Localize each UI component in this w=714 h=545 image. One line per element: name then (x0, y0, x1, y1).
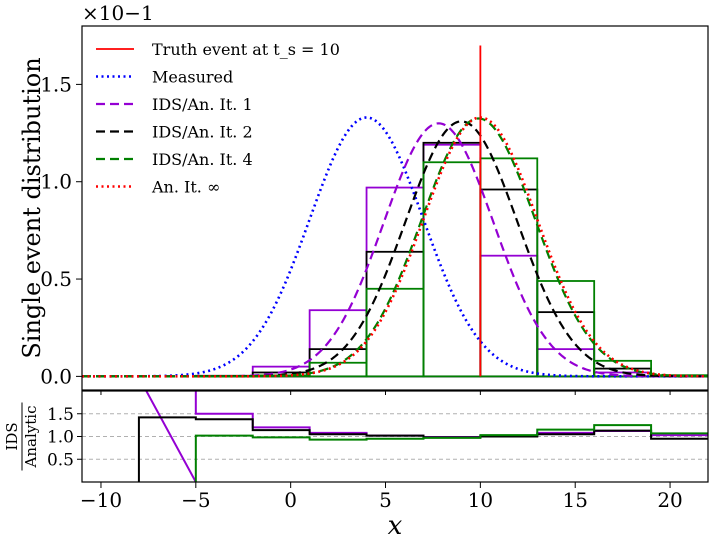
ratio-xtick-label: 0 (284, 488, 297, 512)
histogram-2-bar-4 (365, 287, 425, 378)
curve-3 (82, 117, 708, 378)
xlabel: x (388, 511, 403, 541)
main-ytick-label: 0.5 (40, 267, 72, 291)
ratio-ytick-label: 1.0 (47, 428, 74, 448)
main-frame (81, 25, 709, 391)
ratio-ytick-label: 0.5 (47, 450, 74, 470)
ratio-ylabel-denominator: Analytic (22, 406, 40, 469)
main-data (82, 45, 708, 378)
legend-label-1: Measured (152, 68, 233, 87)
ratio-ylabel: IDS Analytic (3, 402, 40, 471)
ratio-xtick-label: 20 (657, 488, 682, 512)
ratio-panel: 0.51.0 1.5 −10 −5 0 5 10 15 20 x IDS Analytic (3, 390, 709, 541)
histogram-0-bar-6 (479, 254, 539, 378)
histogram-2 (194, 157, 708, 378)
ratio-ylabel-numerator: IDS (3, 422, 21, 450)
histogram-1 (194, 141, 708, 378)
ratio-series-1 (137, 416, 708, 482)
main-ytick-label: 1.0 (40, 170, 72, 194)
scale-label: ×10−1 (82, 1, 154, 25)
histogram-1-bar-5 (422, 141, 482, 378)
legend-label-0: Truth event at t_s = 10 (152, 40, 340, 59)
ratio-xtick-label: −10 (80, 488, 122, 512)
histogram-2-bar-6 (479, 157, 539, 378)
histogram-0 (194, 143, 708, 378)
ratio-xtick-label: −5 (181, 488, 210, 512)
curve-0 (82, 116, 708, 378)
main-ytick-label: 1.5 (40, 72, 72, 96)
histogram-0-bar-3 (308, 309, 368, 378)
histogram-0-bar-7 (536, 348, 596, 378)
curve-4 (82, 116, 708, 378)
ratio-series-2 (194, 424, 708, 482)
histogram-1-bar-7 (536, 311, 596, 378)
ratio-xtick-label: 5 (379, 488, 392, 512)
legend-label-5: An. It. ∞ (151, 178, 220, 197)
main-ylabel: Single event distribution (18, 57, 46, 358)
ratio-data (82, 391, 708, 482)
histogram-0-bar-4 (365, 186, 425, 378)
legend-label-2: IDS/An. It. 1 (152, 95, 253, 114)
histogram-2-bar-8 (593, 359, 652, 378)
main-panel: 0.0 0.5 1.0 1.5 ×10−1 Single event distributi… (18, 1, 709, 395)
ratio-xtick-label: 10 (468, 488, 493, 512)
ratio-ytick-label: 1.5 (47, 405, 74, 425)
histogram-1-bar-4 (365, 250, 425, 378)
histogram-1-bar-6 (479, 188, 539, 378)
legend-label-3: IDS/An. It. 2 (152, 123, 253, 142)
histogram-0-bar-5 (422, 143, 482, 378)
ratio-xtick-label: 15 (562, 488, 587, 512)
legend-label-4: IDS/An. It. 4 (152, 150, 253, 169)
main-ytick-label: 0.0 (40, 364, 72, 388)
